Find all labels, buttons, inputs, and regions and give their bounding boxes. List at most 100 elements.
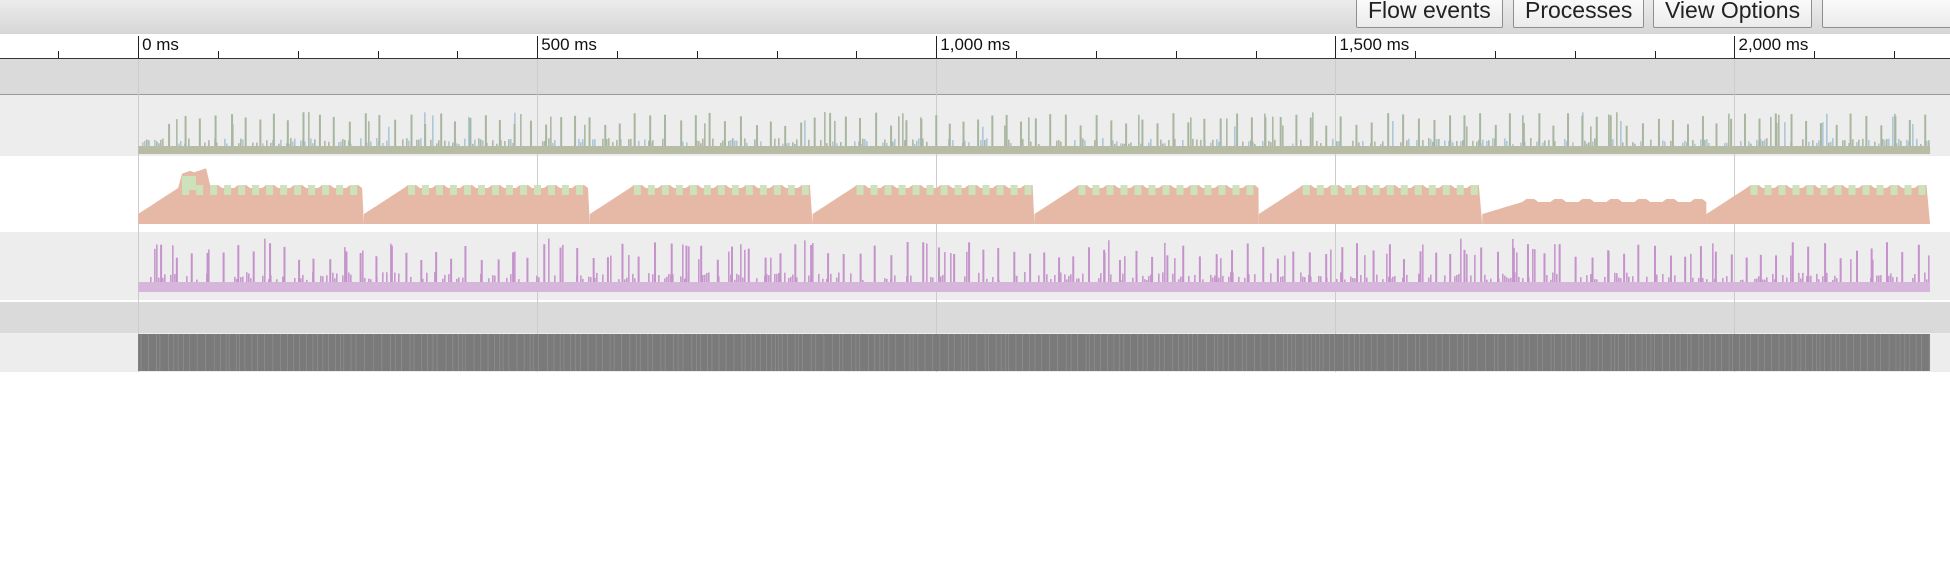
counter-spike xyxy=(280,139,282,146)
purple-spike xyxy=(334,278,336,282)
counter-spike xyxy=(1758,118,1761,146)
purple-spike xyxy=(1656,274,1658,282)
purple-spike xyxy=(1756,278,1758,282)
counter-spike xyxy=(1608,114,1610,146)
purple-spike xyxy=(818,273,820,282)
counter-spike xyxy=(168,123,171,146)
purple-spike xyxy=(768,275,770,282)
counter-spike xyxy=(1336,141,1338,146)
purple-spike xyxy=(1791,242,1794,282)
purple-spike xyxy=(1248,274,1250,282)
counter-spike xyxy=(312,143,314,146)
purple-spike xyxy=(386,272,388,282)
purple-spike xyxy=(1318,275,1320,282)
flow-events-button[interactable]: Flow events xyxy=(1356,0,1503,28)
counter-spike xyxy=(829,112,832,146)
time-ruler[interactable]: 0 ms 500 ms 1,000 ms 1,500 ms 2,000 ms xyxy=(0,34,1950,58)
purple-spike xyxy=(1824,243,1827,282)
purple-spike xyxy=(1674,275,1676,282)
purple-spike xyxy=(1504,275,1506,282)
counter-spike xyxy=(1586,143,1588,146)
purple-spike xyxy=(1876,275,1878,282)
purple-spike xyxy=(1050,278,1052,282)
memory-cap xyxy=(968,185,976,195)
memory-cap xyxy=(491,185,499,195)
counter-spike xyxy=(1632,142,1634,146)
counter-spike xyxy=(1762,141,1764,146)
purple-spike xyxy=(1072,256,1075,282)
purple-spike xyxy=(1890,273,1892,282)
counter-spike xyxy=(1236,113,1239,146)
counter-spike xyxy=(1858,139,1860,146)
memory-cap xyxy=(533,185,541,195)
purple-spike xyxy=(836,277,838,282)
counter-spike xyxy=(902,113,904,146)
view-options-button[interactable]: View Options xyxy=(1653,0,1813,28)
counter-spike xyxy=(1802,139,1804,146)
purple-spike xyxy=(1662,274,1664,282)
purple-spike xyxy=(1596,279,1598,282)
counter-spike xyxy=(504,140,506,146)
purple-spike xyxy=(1300,272,1302,282)
counter-spike xyxy=(436,143,438,146)
counter-spike xyxy=(1034,118,1037,146)
counter-spike xyxy=(608,138,610,146)
purple-spike xyxy=(862,279,864,282)
counter-spike xyxy=(1592,141,1594,146)
purple-spike xyxy=(1546,275,1548,282)
memory-cap xyxy=(1204,185,1212,195)
purple-spike xyxy=(982,249,985,282)
counter-spike xyxy=(482,140,484,146)
counter-spike xyxy=(935,115,938,146)
purple-spike xyxy=(405,252,408,282)
purple-spike xyxy=(1490,278,1492,282)
purple-spike xyxy=(1376,274,1378,282)
purple-spike xyxy=(1428,277,1430,282)
counter-spike xyxy=(1706,139,1708,146)
purple-spike xyxy=(320,275,322,282)
purple-spike xyxy=(1058,257,1061,282)
purple-spike xyxy=(1623,253,1626,282)
purple-spike xyxy=(1220,258,1222,282)
counter-spike xyxy=(474,139,476,146)
purple-spike xyxy=(1786,277,1788,282)
counter-spike xyxy=(1162,143,1164,146)
counter-spike xyxy=(1924,114,1927,146)
counter-spike xyxy=(1694,143,1696,146)
purple-spike xyxy=(602,274,604,282)
counter-spike xyxy=(1828,142,1830,146)
purple-spike xyxy=(1532,248,1534,282)
counter-spike xyxy=(469,117,472,146)
counter-spike xyxy=(366,142,368,146)
purple-spike xyxy=(562,244,564,282)
counter-spike xyxy=(1567,113,1570,146)
purple-spike xyxy=(1454,276,1456,282)
processes-button[interactable]: Processes xyxy=(1513,0,1645,28)
counter-spike xyxy=(370,141,372,146)
counter-spike xyxy=(1700,139,1702,146)
purple-spike xyxy=(548,238,550,282)
purple-spike xyxy=(588,276,590,282)
purple-spike xyxy=(1188,275,1190,282)
purple-spike xyxy=(1060,272,1062,282)
purple-spike xyxy=(1917,244,1920,282)
counter-spike xyxy=(1172,113,1175,146)
purple-spike xyxy=(1832,279,1834,282)
purple-spike xyxy=(1372,250,1375,282)
counter-spike xyxy=(1128,143,1130,146)
purple-spike xyxy=(488,278,490,282)
purple-spike xyxy=(632,273,634,282)
purple-spike xyxy=(1740,279,1742,282)
purple-spike xyxy=(1692,277,1694,282)
counter-spike xyxy=(649,115,652,146)
counter-spike xyxy=(1826,113,1828,146)
purple-spike xyxy=(398,273,400,282)
counter-spike xyxy=(144,140,146,146)
memory-cap xyxy=(1806,185,1814,195)
search-box[interactable] xyxy=(1822,0,1950,28)
purple-spike xyxy=(448,274,450,282)
purple-spike xyxy=(234,276,236,282)
counter-spike xyxy=(1479,113,1482,146)
purple-spike xyxy=(1484,274,1486,282)
